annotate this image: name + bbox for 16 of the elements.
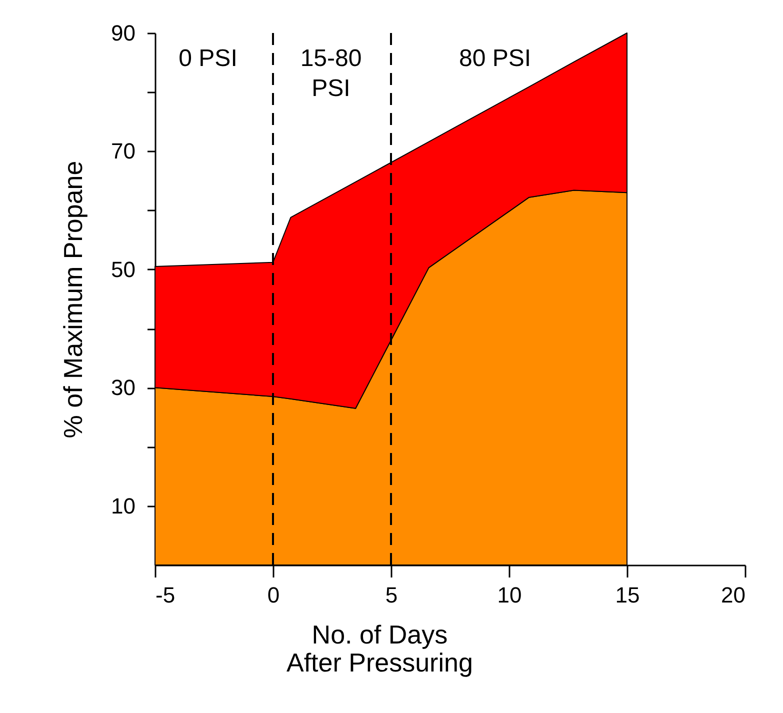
x-tick-label: 15 xyxy=(615,582,640,608)
y-tick-label: 10 xyxy=(111,493,136,518)
x-tick-label: 10 xyxy=(497,582,522,608)
x-tick-label: 20 xyxy=(721,582,746,608)
x-tick-label: 5 xyxy=(385,582,398,608)
annotation: 0 PSI xyxy=(178,45,238,72)
y-axis-title: % of Maximum Propane xyxy=(58,160,88,438)
x-tick-label: 0 xyxy=(267,582,280,608)
y-tick-label: 90 xyxy=(111,20,136,46)
y-tick-label: 30 xyxy=(111,375,136,400)
annotation: 80 PSI xyxy=(458,45,532,72)
x-axis-title: No. of Days After Pressuring xyxy=(286,620,473,678)
y-tick-label: 70 xyxy=(111,138,136,164)
annotation: 15-80 PSI xyxy=(300,45,362,102)
x-tick-label: -5 xyxy=(156,582,176,608)
y-tick-label: 50 xyxy=(111,256,136,282)
